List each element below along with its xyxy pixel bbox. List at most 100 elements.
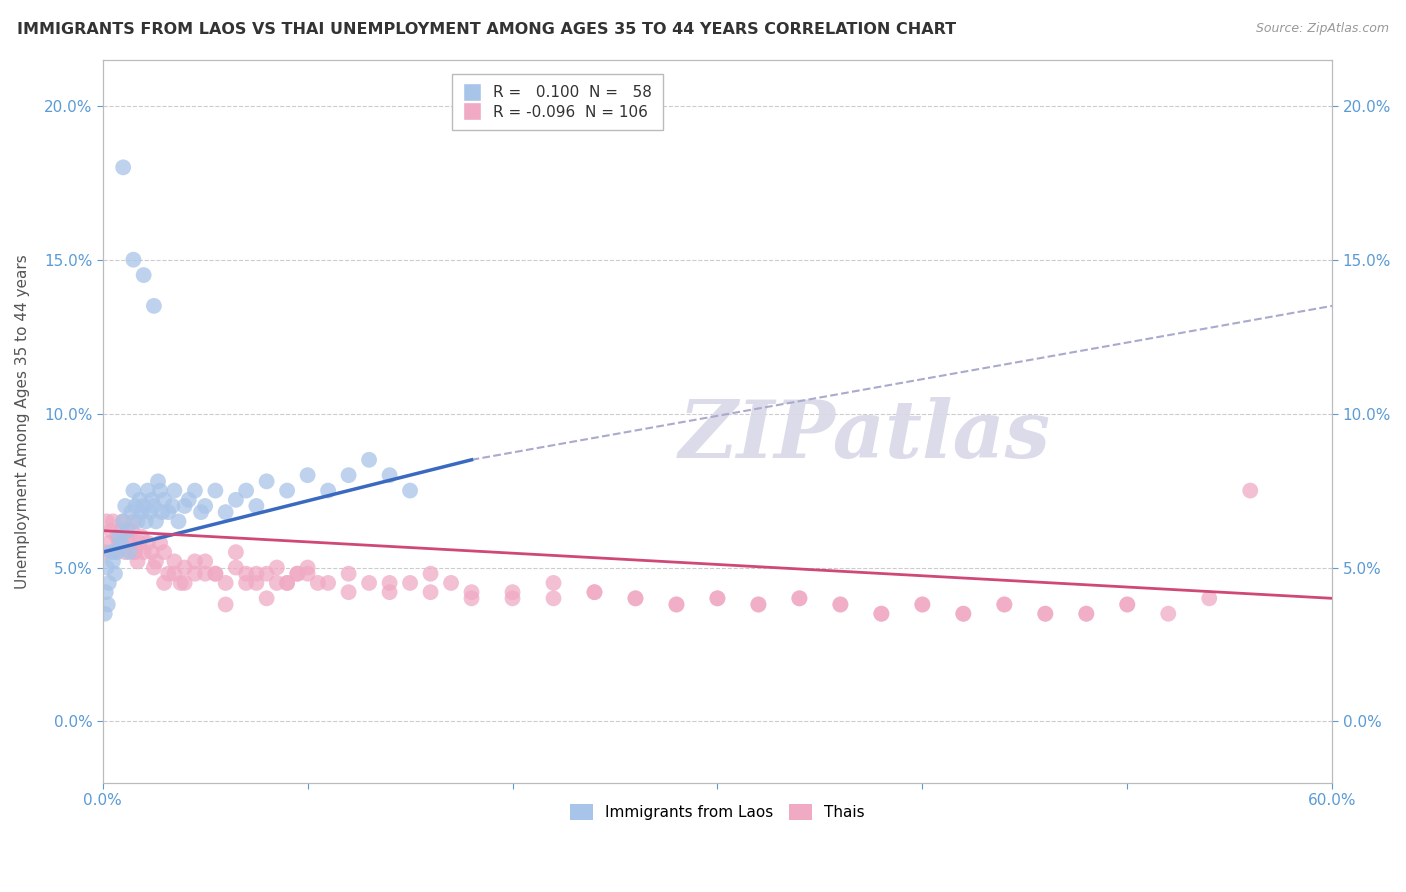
Point	[359, 452, 381, 467]
Point	[460, 585, 482, 599]
Point	[378, 585, 401, 599]
Point	[173, 560, 195, 574]
Point	[789, 591, 811, 606]
Point	[225, 492, 247, 507]
Point	[100, 524, 122, 538]
Point	[624, 591, 647, 606]
Point	[96, 514, 118, 528]
Point	[97, 576, 120, 591]
Point	[132, 268, 155, 282]
Point	[214, 576, 236, 591]
Point	[108, 530, 131, 544]
Point	[124, 499, 146, 513]
Point	[789, 591, 811, 606]
Point	[112, 514, 135, 528]
Point	[128, 492, 150, 507]
Point	[101, 554, 124, 568]
Point	[163, 566, 186, 581]
Point	[163, 554, 186, 568]
Point	[104, 545, 127, 559]
Point	[297, 560, 319, 574]
Point	[194, 499, 217, 513]
Point	[184, 566, 207, 581]
Point	[214, 505, 236, 519]
Point	[132, 499, 155, 513]
Y-axis label: Unemployment Among Ages 35 to 44 years: Unemployment Among Ages 35 to 44 years	[15, 254, 30, 589]
Point	[145, 514, 167, 528]
Point	[118, 536, 141, 550]
Point	[297, 468, 319, 483]
Point	[194, 554, 217, 568]
Point	[502, 585, 524, 599]
Point	[911, 598, 934, 612]
Point	[665, 598, 688, 612]
Point	[952, 607, 974, 621]
Point	[184, 554, 207, 568]
Point	[204, 566, 226, 581]
Point	[153, 492, 176, 507]
Text: ZIPatlas: ZIPatlas	[679, 397, 1052, 475]
Point	[225, 560, 247, 574]
Point	[149, 483, 172, 498]
Point	[93, 607, 115, 621]
Point	[747, 598, 769, 612]
Point	[1033, 607, 1056, 621]
Point	[120, 524, 142, 538]
Point	[245, 499, 267, 513]
Point	[543, 591, 565, 606]
Point	[378, 576, 401, 591]
Point	[256, 475, 278, 489]
Point	[583, 585, 606, 599]
Point	[141, 545, 163, 559]
Point	[460, 591, 482, 606]
Point	[256, 591, 278, 606]
Point	[399, 483, 422, 498]
Point	[157, 566, 180, 581]
Point	[235, 576, 257, 591]
Point	[285, 566, 308, 581]
Point	[131, 530, 153, 544]
Point	[104, 566, 127, 581]
Point	[117, 524, 139, 538]
Point	[93, 545, 115, 559]
Point	[122, 252, 145, 267]
Point	[184, 483, 207, 498]
Point	[235, 483, 257, 498]
Point	[214, 598, 236, 612]
Point	[419, 566, 441, 581]
Point	[337, 566, 360, 581]
Point	[266, 576, 288, 591]
Point	[1198, 591, 1220, 606]
Point	[114, 545, 136, 559]
Point	[105, 545, 128, 559]
Point	[146, 475, 169, 489]
Point	[114, 499, 136, 513]
Legend: Immigrants from Laos, Thais: Immigrants from Laos, Thais	[564, 797, 870, 826]
Point	[1116, 598, 1139, 612]
Point	[167, 514, 190, 528]
Point	[952, 607, 974, 621]
Point	[122, 514, 145, 528]
Point	[163, 483, 186, 498]
Point	[204, 566, 226, 581]
Point	[706, 591, 728, 606]
Point	[157, 505, 180, 519]
Point	[870, 607, 893, 621]
Point	[583, 585, 606, 599]
Point	[136, 483, 159, 498]
Point	[162, 499, 184, 513]
Point	[112, 514, 135, 528]
Point	[665, 598, 688, 612]
Point	[110, 536, 132, 550]
Point	[153, 576, 176, 591]
Point	[101, 514, 124, 528]
Point	[117, 530, 139, 544]
Point	[136, 536, 159, 550]
Point	[747, 598, 769, 612]
Point	[96, 560, 118, 574]
Point	[830, 598, 852, 612]
Point	[204, 483, 226, 498]
Point	[1239, 483, 1261, 498]
Point	[100, 545, 122, 559]
Point	[543, 576, 565, 591]
